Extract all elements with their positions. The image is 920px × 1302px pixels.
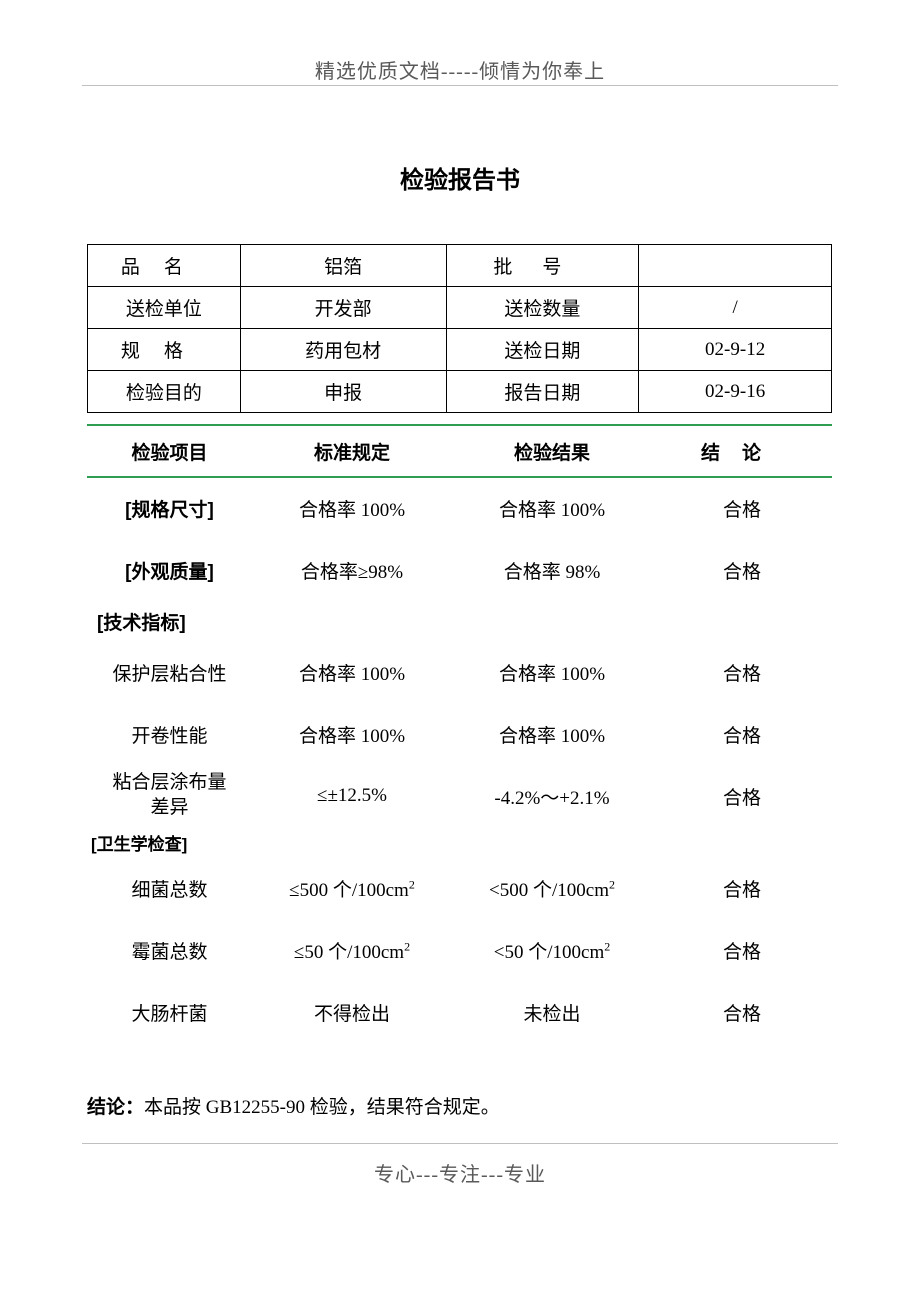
cell-conclusion: 合格 — [652, 919, 832, 981]
cell-conclusion: 合格 — [652, 477, 832, 539]
table-row: 细菌总数 ≤500 个/100cm2 <500 个/100cm2 合格 — [87, 857, 832, 919]
section-label: [技术指标] — [87, 601, 252, 641]
table-row: 霉菌总数 ≤50 个/100cm2 <50 个/100cm2 合格 — [87, 919, 832, 981]
table-row: 送检单位 开发部 送检数量 / — [88, 287, 832, 329]
conclusion-label: 结论： — [87, 1097, 144, 1118]
cell-item: 细菌总数 — [87, 857, 252, 919]
cell-standard: ≤±12.5% — [252, 765, 452, 827]
value-spec: 药用包材 — [240, 329, 446, 371]
page-header: 精选优质文档-----倾情为你奉上 — [315, 55, 605, 84]
cell-standard: 合格率≥98% — [252, 539, 452, 601]
info-table: 品名 铝箔 批号 送检单位 开发部 送检数量 / 规格 药用包材 送检日期 02… — [87, 244, 832, 413]
conclusion-text: 本品按 GB12255-90 检验，结果符合规定。 — [144, 1097, 500, 1118]
cell-item: [外观质量] — [87, 539, 252, 601]
cell-conclusion: 合格 — [652, 857, 832, 919]
cell-standard: 合格率 100% — [252, 477, 452, 539]
header-rule — [82, 85, 838, 86]
section-label: [卫生学检查] — [87, 827, 252, 857]
cell-conclusion: 合格 — [652, 703, 832, 765]
label-qty: 送检数量 — [446, 287, 639, 329]
section-row: [卫生学检查] — [87, 827, 832, 857]
table-row: 开卷性能 合格率 100% 合格率 100% 合格 — [87, 703, 832, 765]
line1: 粘合层涂布量 — [112, 772, 226, 793]
cell-standard: 合格率 100% — [252, 703, 452, 765]
label-report-date: 报告日期 — [446, 371, 639, 413]
cell-conclusion: 合格 — [652, 765, 832, 827]
label-batch: 批号 — [446, 245, 639, 287]
value-name: 铝箔 — [240, 245, 446, 287]
conclusion: 结论：本品按 GB12255-90 检验，结果符合规定。 — [87, 1092, 500, 1119]
cell-result: <50 个/100cm2 — [452, 919, 652, 981]
value-report-date: 02-9-16 — [639, 371, 832, 413]
cell-result: 未检出 — [452, 981, 652, 1043]
cell-conclusion: 合格 — [652, 539, 832, 601]
cell-standard: ≤500 个/100cm2 — [252, 857, 452, 919]
cell-conclusion: 合格 — [652, 981, 832, 1043]
cell-standard: 合格率 100% — [252, 641, 452, 703]
label-spec: 规格 — [88, 329, 241, 371]
cell-item: 粘合层涂布量 差异 — [87, 765, 252, 827]
cell-standard: 不得检出 — [252, 981, 452, 1043]
value-batch — [639, 245, 832, 287]
cell-result: 合格率 98% — [452, 539, 652, 601]
col-standard: 标准规定 — [252, 425, 452, 477]
table-row: 粘合层涂布量 差异 ≤±12.5% -4.2%～+2.1% 合格 — [87, 765, 832, 827]
value-unit: 开发部 — [240, 287, 446, 329]
table-row: 检验目的 申报 报告日期 02-9-16 — [88, 371, 832, 413]
cell-empty — [652, 601, 832, 641]
col-conclusion: 结论 — [652, 425, 832, 477]
table-row: 规格 药用包材 送检日期 02-9-12 — [88, 329, 832, 371]
section-row: [技术指标] — [87, 601, 832, 641]
cell-item: 大肠杆菌 — [87, 981, 252, 1043]
cell-empty — [252, 827, 452, 857]
cell-result: 合格率 100% — [452, 477, 652, 539]
cell-item: 保护层粘合性 — [87, 641, 252, 703]
document-title: 检验报告书 — [400, 160, 520, 195]
col-item: 检验项目 — [87, 425, 252, 477]
cell-empty — [252, 601, 452, 641]
cell-result: -4.2%～+2.1% — [452, 765, 652, 827]
cell-empty — [452, 601, 652, 641]
label-name: 品名 — [88, 245, 241, 287]
results-table: 检验项目 标准规定 检验结果 结论 [规格尺寸] 合格率 100% 合格率 10… — [87, 424, 832, 1043]
value-qty: / — [639, 287, 832, 329]
cell-empty — [652, 827, 832, 857]
col-result: 检验结果 — [452, 425, 652, 477]
label-date: 送检日期 — [446, 329, 639, 371]
table-row: [规格尺寸] 合格率 100% 合格率 100% 合格 — [87, 477, 832, 539]
table-row: 保护层粘合性 合格率 100% 合格率 100% 合格 — [87, 641, 832, 703]
label-purpose: 检验目的 — [88, 371, 241, 413]
cell-conclusion: 合格 — [652, 641, 832, 703]
table-row: 大肠杆菌 不得检出 未检出 合格 — [87, 981, 832, 1043]
value-date: 02-9-12 — [639, 329, 832, 371]
cell-item: 霉菌总数 — [87, 919, 252, 981]
table-header-row: 检验项目 标准规定 检验结果 结论 — [87, 425, 832, 477]
cell-item: 开卷性能 — [87, 703, 252, 765]
value-purpose: 申报 — [240, 371, 446, 413]
line2: 差异 — [150, 797, 188, 818]
cell-empty — [452, 827, 652, 857]
cell-result: <500 个/100cm2 — [452, 857, 652, 919]
page-footer: 专心---专注---专业 — [374, 1158, 546, 1187]
cell-item: [规格尺寸] — [87, 477, 252, 539]
cell-result: 合格率 100% — [452, 703, 652, 765]
footer-rule — [82, 1143, 838, 1144]
cell-standard: ≤50 个/100cm2 — [252, 919, 452, 981]
label-unit: 送检单位 — [88, 287, 241, 329]
cell-result: 合格率 100% — [452, 641, 652, 703]
table-row: [外观质量] 合格率≥98% 合格率 98% 合格 — [87, 539, 832, 601]
table-row: 品名 铝箔 批号 — [88, 245, 832, 287]
